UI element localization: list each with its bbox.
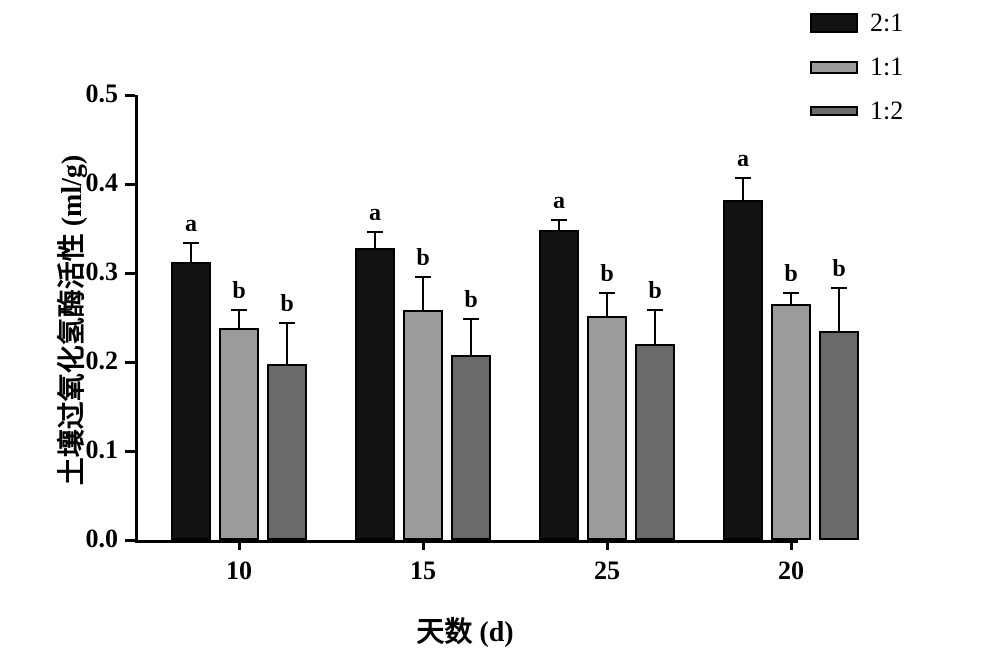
error-cap: [647, 309, 663, 311]
y-tick-mark: [125, 450, 135, 453]
legend-swatch: [810, 106, 858, 116]
significance-label: a: [171, 211, 211, 238]
y-tick-mark: [125, 539, 135, 542]
significance-label: b: [451, 287, 491, 314]
y-tick-label: 0.2: [63, 346, 118, 376]
y-tick-mark: [125, 361, 135, 364]
legend-item: 1:1: [810, 52, 903, 82]
legend-swatch: [810, 13, 858, 33]
error-bar: [470, 319, 472, 355]
chart-container: 土壤过氧化氢酶活性 (ml/g) 天数 (d) 2:11:11:2 0.00.1…: [0, 0, 1000, 669]
x-axis-label: 天数 (d): [135, 610, 795, 650]
error-bar: [742, 178, 744, 200]
error-bar: [238, 310, 240, 328]
error-bar: [558, 220, 560, 231]
x-tick-mark: [606, 540, 609, 550]
x-tick-label: 25: [567, 556, 647, 586]
legend-label: 1:2: [870, 96, 903, 126]
x-tick-label: 20: [751, 556, 831, 586]
bar: [819, 331, 859, 540]
significance-label: a: [539, 188, 579, 215]
x-tick-mark: [238, 540, 241, 550]
bar: [267, 364, 307, 540]
significance-label: b: [403, 245, 443, 272]
bar: [219, 328, 259, 540]
bar: [403, 310, 443, 540]
error-bar: [654, 310, 656, 344]
error-cap: [735, 177, 751, 179]
bar: [171, 262, 211, 540]
legend-swatch: [810, 61, 858, 74]
bar: [587, 316, 627, 540]
error-cap: [831, 287, 847, 289]
error-bar: [606, 293, 608, 316]
error-cap: [231, 309, 247, 311]
error-bar: [422, 277, 424, 311]
y-tick-label: 0.5: [63, 79, 118, 109]
y-tick-label: 0.4: [63, 168, 118, 198]
bar: [355, 248, 395, 540]
bar: [451, 355, 491, 540]
x-tick-label: 10: [199, 556, 279, 586]
y-tick-mark: [125, 183, 135, 186]
significance-label: a: [355, 200, 395, 227]
error-bar: [790, 293, 792, 304]
error-bar: [286, 323, 288, 364]
significance-label: b: [587, 261, 627, 288]
error-cap: [463, 318, 479, 320]
legend-item: 1:2: [810, 96, 903, 126]
bar: [771, 304, 811, 540]
error-bar: [838, 288, 840, 331]
y-tick-mark: [125, 94, 135, 97]
y-tick-label: 0.1: [63, 435, 118, 465]
y-tick-label: 0.0: [63, 524, 118, 554]
significance-label: a: [723, 146, 763, 173]
significance-label: b: [771, 261, 811, 288]
error-cap: [551, 219, 567, 221]
x-axis-label-text: 天数 (d): [416, 617, 513, 648]
bar: [539, 230, 579, 540]
error-cap: [367, 231, 383, 233]
error-cap: [783, 292, 799, 294]
y-tick-label: 0.3: [63, 257, 118, 287]
significance-label: b: [819, 256, 859, 283]
x-tick-mark: [422, 540, 425, 550]
legend-label: 1:1: [870, 52, 903, 82]
error-cap: [599, 292, 615, 294]
x-tick-label: 15: [383, 556, 463, 586]
bar: [723, 200, 763, 540]
error-cap: [279, 322, 295, 324]
significance-label: b: [267, 291, 307, 318]
bar: [635, 344, 675, 540]
error-cap: [183, 242, 199, 244]
y-tick-mark: [125, 272, 135, 275]
legend: 2:1 1:1 1:2: [810, 8, 903, 140]
significance-label: b: [219, 278, 259, 305]
error-bar: [190, 243, 192, 263]
x-tick-mark: [790, 540, 793, 550]
legend-item: 2:1: [810, 8, 903, 38]
error-cap: [415, 276, 431, 278]
legend-label: 2:1: [870, 8, 903, 38]
significance-label: b: [635, 278, 675, 305]
error-bar: [374, 232, 376, 248]
